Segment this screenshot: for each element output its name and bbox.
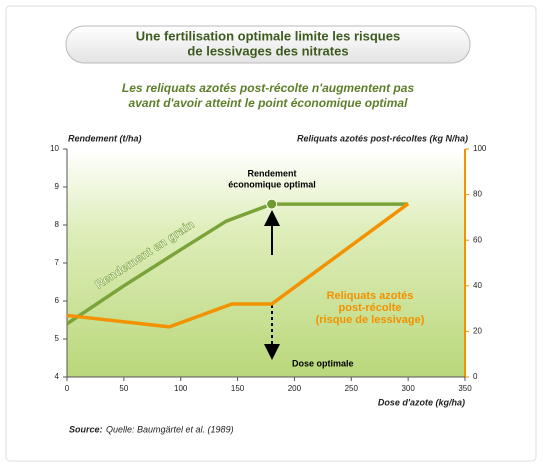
- y-tick-label: 4: [55, 372, 60, 381]
- x-tick-label: 150: [231, 384, 245, 393]
- y2-tick-label: 100: [473, 144, 487, 153]
- source-label: Source:: [69, 424, 103, 434]
- y2-tick-label: 0: [473, 372, 478, 381]
- x-tick-label: 350: [458, 384, 472, 393]
- y2-tick-label: 80: [473, 190, 482, 199]
- y-tick-label: 10: [50, 144, 59, 153]
- subtitle-line: Les reliquats azotés post-récolte n'augm…: [122, 81, 415, 95]
- y2-tick-label: 60: [473, 235, 482, 244]
- title-line: de lessivages des nitrates: [187, 43, 348, 58]
- x-tick-label: 200: [288, 384, 302, 393]
- annotation: Dose optimale: [292, 358, 354, 368]
- x-tick-label: 300: [401, 384, 415, 393]
- series-line: [66, 202, 409, 326]
- y-tick-label: 7: [55, 258, 60, 267]
- y-tick-label: 8: [55, 220, 60, 229]
- annotation: économique optimal: [228, 179, 316, 189]
- y-tick-label: 5: [55, 334, 60, 343]
- x-tick-label: 50: [119, 384, 128, 393]
- x-tick-label: 250: [345, 384, 359, 393]
- x-tick-label: 0: [65, 384, 70, 393]
- y-tick-label: 9: [55, 182, 60, 191]
- source-text: Quelle: Baumgärtel et al. (1989): [106, 424, 234, 434]
- series-line: [66, 202, 410, 329]
- optimum-point: [266, 198, 278, 210]
- x-tick-label: 100: [174, 384, 188, 393]
- y2-tick-label: 40: [473, 281, 482, 290]
- series-label: Reliquats azotés: [327, 290, 414, 302]
- title-box: [65, 25, 471, 64]
- title-line: Une fertilisation optimale limite les ri…: [136, 28, 400, 43]
- y-tick-label: 6: [55, 296, 60, 305]
- y2-tick-label: 20: [473, 327, 482, 336]
- y2-axis-label: Reliquats azotés post-récoltes (kg N/ha): [297, 133, 468, 143]
- x-axis-label: Dose d'azote (kg/ha): [378, 397, 465, 407]
- plot-area: [67, 149, 465, 377]
- subtitle-line: avant d'avoir atteint le point économiqu…: [129, 96, 409, 110]
- series-label: (risque de lessivage): [316, 314, 425, 326]
- series-label: post-récolte: [339, 302, 402, 314]
- y-axis-label: Rendement (t/ha): [68, 133, 142, 143]
- annotation: Rendement: [247, 168, 296, 178]
